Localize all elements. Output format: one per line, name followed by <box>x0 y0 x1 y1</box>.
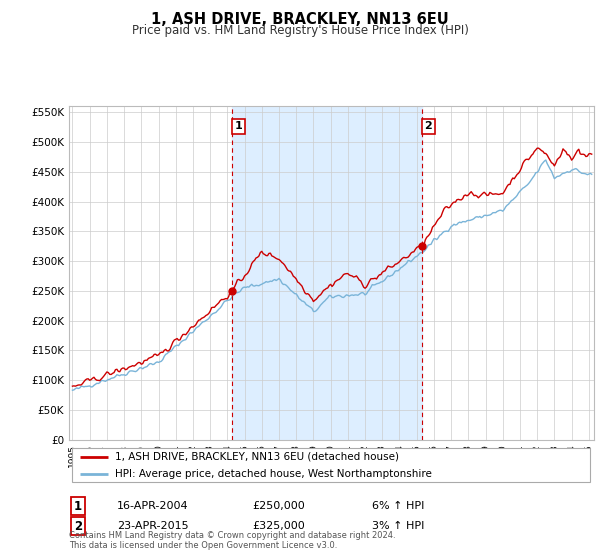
Text: £325,000: £325,000 <box>252 521 305 531</box>
Text: 16-APR-2004: 16-APR-2004 <box>117 501 188 511</box>
Text: 6% ↑ HPI: 6% ↑ HPI <box>372 501 424 511</box>
Text: 3% ↑ HPI: 3% ↑ HPI <box>372 521 424 531</box>
Text: 23-APR-2015: 23-APR-2015 <box>117 521 188 531</box>
Text: 1, ASH DRIVE, BRACKLEY, NN13 6EU (detached house): 1, ASH DRIVE, BRACKLEY, NN13 6EU (detach… <box>115 451 399 461</box>
FancyBboxPatch shape <box>71 448 590 483</box>
Text: 1: 1 <box>74 500 82 513</box>
Text: 1: 1 <box>235 122 242 132</box>
Text: 1, ASH DRIVE, BRACKLEY, NN13 6EU: 1, ASH DRIVE, BRACKLEY, NN13 6EU <box>151 12 449 27</box>
Bar <box>232 106 422 440</box>
Text: 2: 2 <box>425 122 433 132</box>
Text: Price paid vs. HM Land Registry's House Price Index (HPI): Price paid vs. HM Land Registry's House … <box>131 24 469 36</box>
Text: HPI: Average price, detached house, West Northamptonshire: HPI: Average price, detached house, West… <box>115 469 432 479</box>
Text: 2: 2 <box>74 520 82 533</box>
Text: Contains HM Land Registry data © Crown copyright and database right 2024.
This d: Contains HM Land Registry data © Crown c… <box>69 530 395 550</box>
Text: £250,000: £250,000 <box>252 501 305 511</box>
